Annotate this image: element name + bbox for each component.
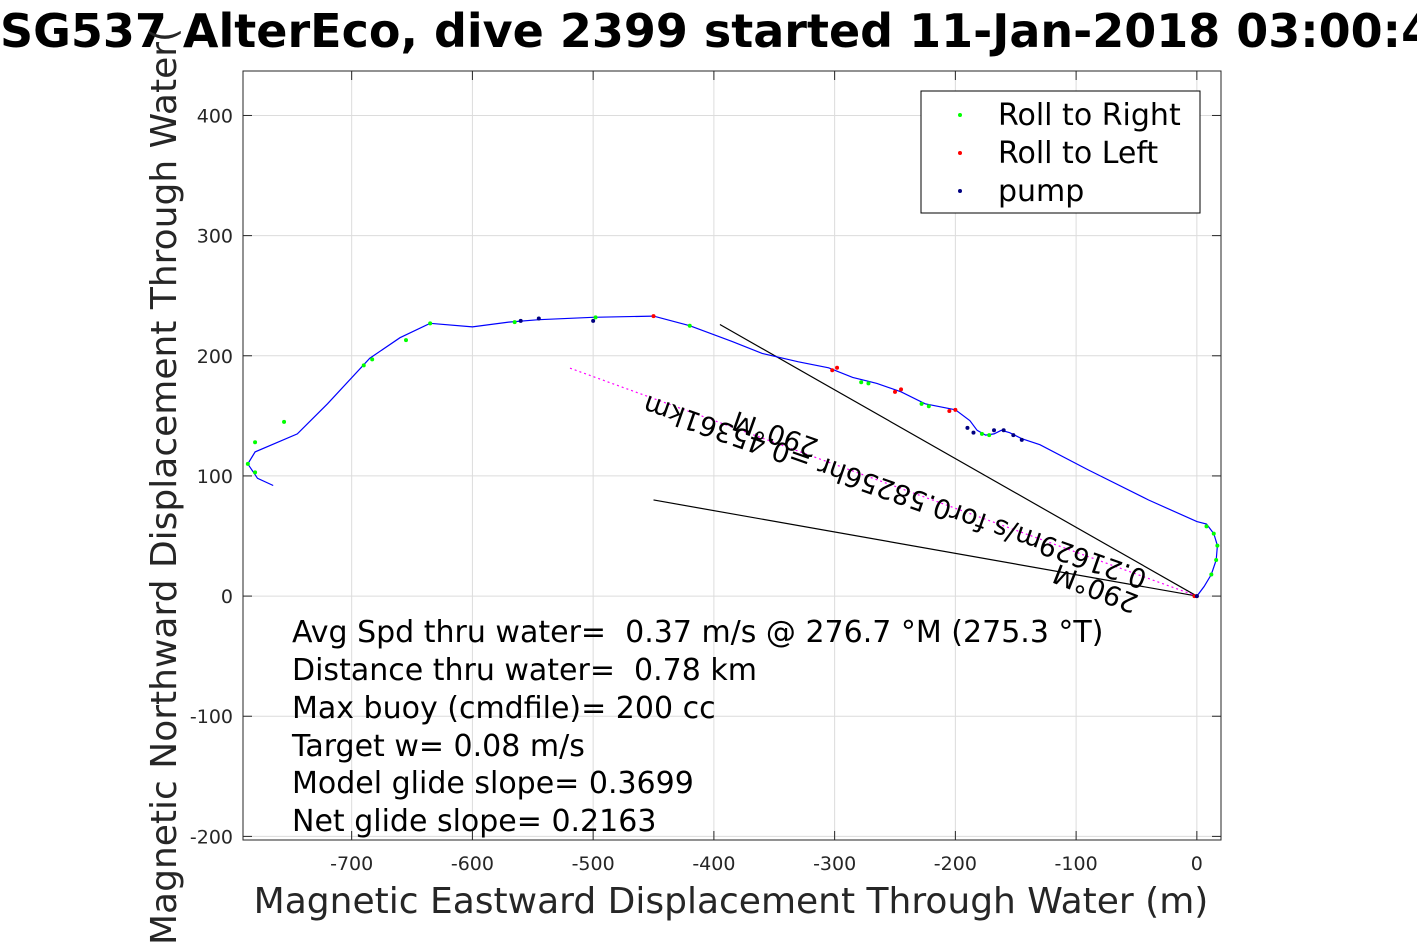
x-tick-label: -100 (1055, 853, 1098, 875)
stat-net-glide: Net glide slope= 0.2163 (292, 804, 656, 839)
data-point-roll-to-right (1204, 524, 1209, 529)
data-point-roll-to-left (947, 409, 952, 414)
legend-roll-left: Roll to Left (998, 136, 1158, 171)
data-point-roll-to-right (926, 404, 931, 409)
x-axis-label: Magnetic Eastward Displacement Through W… (254, 881, 1209, 922)
data-point-roll-to-left (835, 365, 840, 370)
x-tick-label: -400 (692, 853, 735, 875)
data-point-roll-to-right (1209, 572, 1214, 577)
data-point-pump (591, 318, 596, 323)
data-point-roll-to-right (687, 323, 692, 328)
annotation-line (719, 324, 1198, 597)
data-point-pump (1001, 428, 1006, 433)
data-point-roll-to-right (979, 431, 984, 436)
data-point-roll-to-left (893, 389, 897, 394)
y-tick-label: -100 (190, 706, 233, 728)
stat-avg-speed: Avg Spd thru water= 0.37 m/s @ 276.7 °M … (292, 615, 1103, 650)
data-point-roll-to-right (361, 363, 366, 368)
data-point-roll-to-right (1214, 558, 1219, 563)
data-point-roll-to-right (404, 338, 408, 343)
legend-roll-right: Roll to Right (998, 98, 1181, 133)
data-point-roll-to-right (859, 380, 864, 385)
data-point-roll-to-right (593, 315, 598, 320)
annotation-line (653, 499, 1197, 597)
data-point-pump (1019, 437, 1024, 442)
y-tick-label: -200 (190, 826, 233, 848)
annotation-line (568, 367, 1198, 597)
series-layer (245, 314, 1220, 599)
legend-marker-roll-left (958, 151, 962, 155)
data-point-roll-to-right (1215, 543, 1220, 548)
data-point-pump (536, 316, 541, 321)
data-point-pump (1011, 433, 1016, 438)
stat-model-glide: Model glide slope= 0.3699 (292, 766, 694, 801)
data-point-roll-to-right (370, 357, 375, 362)
data-point-roll-to-right (253, 440, 258, 445)
x-tick-label: -600 (451, 853, 494, 875)
x-tick-label: -200 (934, 853, 977, 875)
data-point-roll-to-right (428, 321, 433, 326)
data-point-pump (518, 318, 523, 323)
legend-box (920, 90, 1201, 214)
legend: Roll to Right Roll to Left pump (920, 90, 1201, 214)
data-point-roll-to-left (651, 314, 656, 319)
annotation-lines (568, 324, 1198, 597)
axes-frame (242, 70, 1222, 841)
data-point-roll-to-left (830, 368, 835, 373)
data-point-pump (992, 428, 997, 433)
data-point-roll-to-right (512, 320, 517, 325)
data-point-pump (971, 430, 976, 435)
data-point-roll-to-left (953, 407, 958, 412)
stat-target-w: Target w= 0.08 m/s (291, 729, 585, 764)
data-point-roll-to-right (866, 381, 871, 386)
x-tick-label: -700 (330, 853, 373, 875)
stat-distance: Distance thru water= 0.78 km (292, 653, 757, 688)
data-point-roll-to-right (245, 461, 250, 466)
y-tick-label: 400 (197, 105, 233, 127)
y-tick-label: 200 (197, 346, 233, 368)
data-point-roll-to-left (899, 387, 904, 392)
y-tick-label: 0 (221, 586, 233, 608)
data-point-pump (1194, 594, 1199, 599)
data-point-roll-to-right (282, 419, 287, 424)
x-tick-label: -300 (813, 853, 856, 875)
data-point-roll-to-right (919, 401, 924, 406)
stat-max-buoy: Max buoy (cmdfile)= 200 cc (292, 691, 716, 726)
legend-marker-pump (958, 189, 962, 193)
legend-marker-roll-right (958, 113, 962, 117)
legend-pump: pump (998, 174, 1084, 209)
data-point-roll-to-right (253, 470, 258, 475)
y-tick-label: 100 (197, 466, 233, 488)
data-point-pump (965, 425, 970, 430)
ticks: -700 -600 -500 -400 -300 -200 -100 0 -200 -100 0 10… (190, 71, 1221, 875)
y-tick-label: 300 (197, 226, 233, 248)
x-tick-label: 0 (1191, 853, 1203, 875)
x-tick-label: -500 (572, 853, 615, 875)
track-line (247, 315, 1219, 597)
data-point-roll-to-right (1211, 531, 1216, 536)
data-point-roll-to-right (987, 433, 992, 438)
chart-title: SG537 AlterEco, dive 2399 started 11-Jan… (0, 4, 1417, 58)
y-axis-label: Magnetic Northward Displacement Through … (144, 28, 185, 945)
